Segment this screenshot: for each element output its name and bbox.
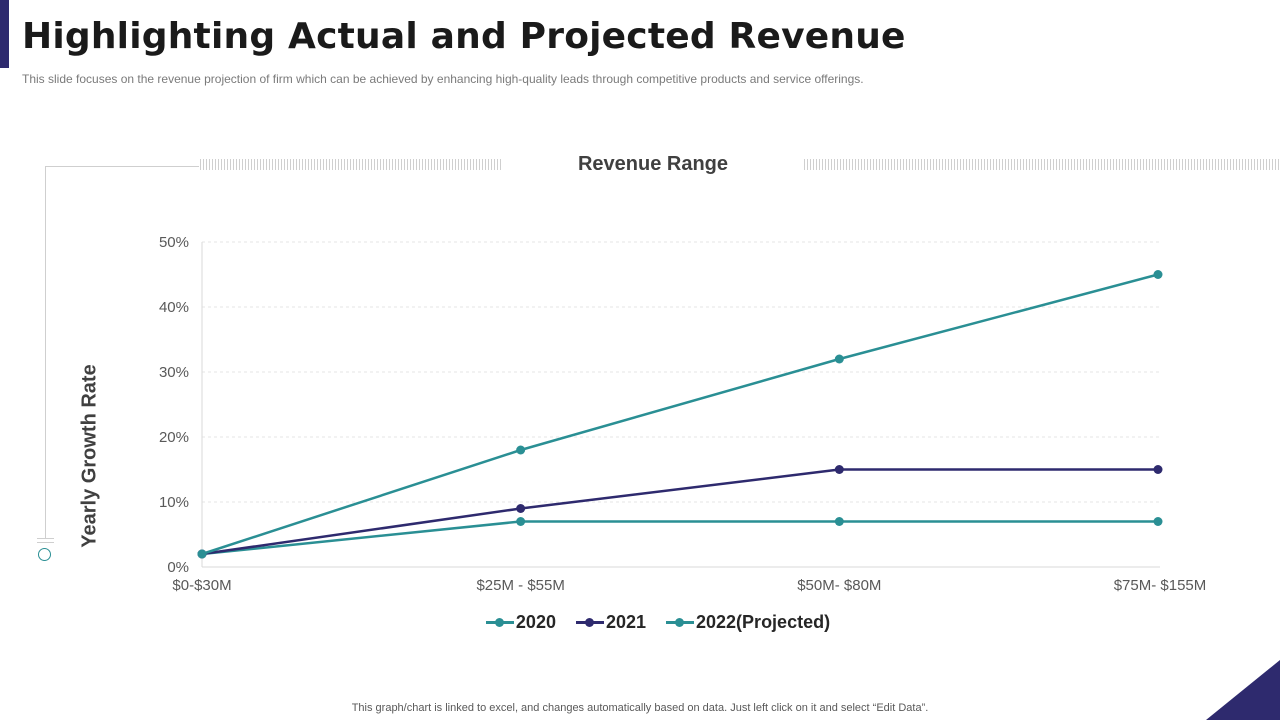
data-point <box>516 504 526 513</box>
x-tick-label: $50M- $80M <box>797 577 881 594</box>
legend-swatch <box>666 618 695 627</box>
frame-tick <box>37 538 54 539</box>
y-tick-label: 50% <box>159 234 189 251</box>
x-tick-label: $0-$30M <box>172 577 231 594</box>
x-tick-label: $75M- $155M <box>1114 577 1207 594</box>
series-line-2021 <box>201 468 1158 556</box>
data-point <box>1153 270 1163 279</box>
y-tick-label: 10% <box>159 494 189 511</box>
title-hatch-left <box>200 159 502 170</box>
slide-title: Highlighting Actual and Projected Revenu… <box>22 16 906 57</box>
data-point <box>516 517 526 526</box>
frame-tick <box>37 542 54 543</box>
frame-circle-ornament <box>38 548 51 561</box>
legend-swatch <box>575 618 604 627</box>
data-point <box>516 445 526 455</box>
chart-title: Revenue Range <box>577 153 729 175</box>
frame-line-top <box>45 166 199 167</box>
legend-label: 2021 <box>605 612 647 632</box>
corner-triangle-decoration <box>1206 660 1280 720</box>
y-tick-label: 40% <box>159 299 189 316</box>
x-tick-labels: $0-$30M $25M - $55M $50M- $80M $75M- $155M <box>172 577 1206 594</box>
axes <box>201 242 1160 568</box>
legend-item: 2020 <box>485 612 556 633</box>
legend-swatch <box>485 618 514 627</box>
y-tick-labels: 0% 10% 20% 30% 40% 50% <box>159 234 189 576</box>
legend-label: 2022(Projected) <box>696 612 831 632</box>
x-tick-label: $25M - $55M <box>476 577 564 594</box>
title-accent-bar <box>0 0 9 68</box>
data-point <box>197 549 207 559</box>
legend-label: 2020 <box>515 612 556 632</box>
data-point <box>1153 465 1163 474</box>
series-line-2022-projected- <box>201 520 1158 556</box>
frame-line-left <box>45 166 46 538</box>
gridlines <box>202 241 1160 503</box>
slide-subtitle: This slide focuses on the revenue projec… <box>22 72 864 86</box>
title-hatch-right <box>804 159 1280 170</box>
data-point <box>834 517 844 526</box>
y-tick-label: 20% <box>159 429 189 446</box>
data-point <box>834 465 844 474</box>
data-point <box>1153 517 1163 526</box>
edit-data-footnote: This graph/chart is linked to excel, and… <box>351 702 929 714</box>
legend-item: 2022(Projected) <box>666 612 830 633</box>
y-tick-label: 30% <box>159 364 189 381</box>
legend-item: 2021 <box>575 612 647 633</box>
chart-legend: 2020 2021 2022(Projected) <box>0 612 1280 633</box>
series-lines <box>197 270 1163 559</box>
y-tick-label: 0% <box>167 559 189 576</box>
series-line-2020 <box>201 273 1159 556</box>
data-point <box>834 354 844 364</box>
